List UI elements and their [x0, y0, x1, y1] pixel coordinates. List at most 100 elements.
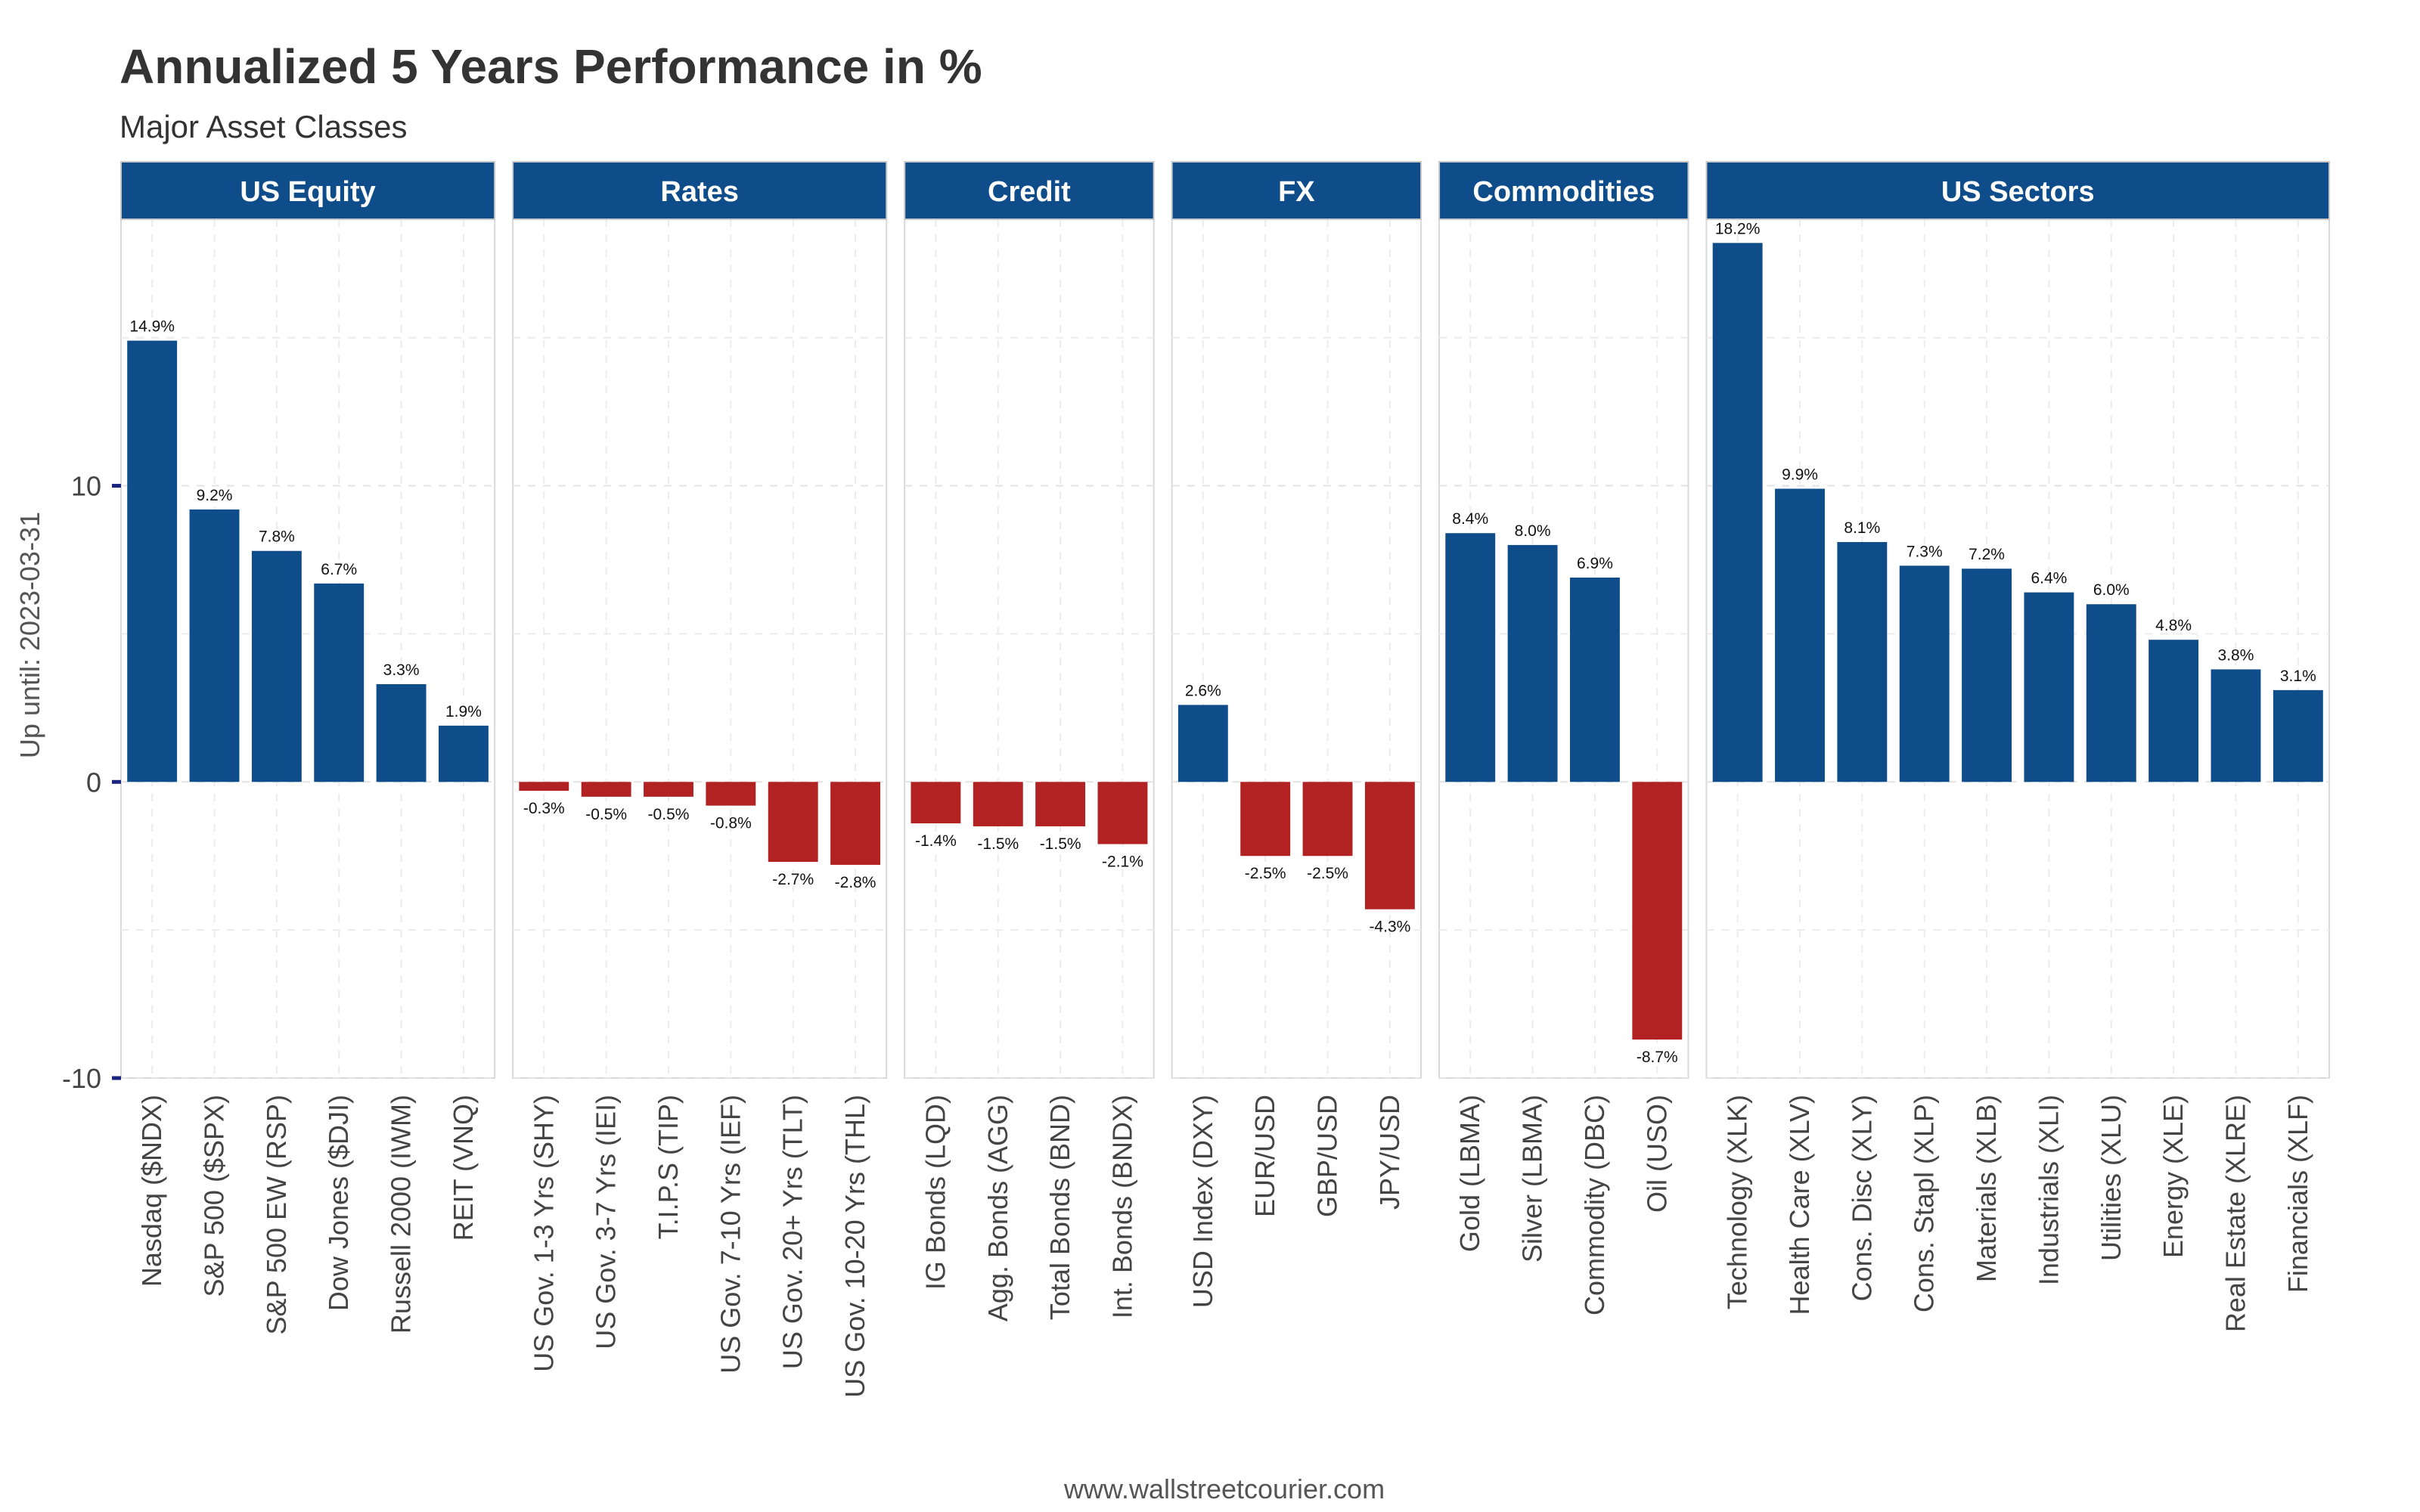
x-tick-label-jpy-usd: JPY/USD — [1374, 1095, 1405, 1210]
data-label-real-estate-xlre: 3.8% — [2218, 646, 2254, 664]
x-tick-label-technology-xlk: Technology (XLK) — [1722, 1095, 1753, 1309]
bar-us-gov-20-yrs-tlt — [768, 782, 818, 863]
x-tick-label-russell-2000-iwm: Russell 2000 (IWM) — [386, 1095, 417, 1334]
bar-reit-vnq — [439, 725, 489, 782]
data-label-t-i-p-s-tip: -0.5% — [648, 806, 690, 823]
x-tick-label-us-gov-7-10-yrs-ief: US Gov. 7-10 Yrs (IEF) — [715, 1095, 746, 1374]
panel-us-equity: US Equity 14.9% Nasdaq ($NDX) 9.2% S&P 500 (… — [120, 161, 496, 1334]
y-tick-label: -10 — [62, 1063, 101, 1094]
bar-us-gov-3-7-yrs-iei — [581, 782, 631, 797]
bar-us-gov-1-3-yrs-shy — [519, 782, 569, 792]
panel-fx: FX 2.6% USD Index (DXY) -2.5% EUR/USD -2.5% GB… — [1171, 161, 1423, 1308]
panel-strip-label: US Equity — [240, 176, 375, 208]
bar-nasdaq-ndx — [127, 340, 178, 782]
x-tick-label-commodity-dbc: Commodity (DBC) — [1579, 1095, 1610, 1315]
data-label-us-gov-20-yrs-tlt: -2.7% — [772, 871, 814, 888]
bar-materials-xlb — [1962, 569, 2012, 782]
bar-silver-lbma — [1507, 544, 1558, 782]
x-tick-label-s-p-500-ew-rsp: S&P 500 EW (RSP) — [261, 1095, 292, 1334]
data-label-total-bonds-bnd: -1.5% — [1040, 835, 1081, 853]
bar-gbp-usd — [1302, 782, 1353, 857]
panel-strip-label: Rates — [660, 176, 739, 208]
bar-cons-stapl-xlp — [1899, 565, 1950, 782]
panel-strip-label: FX — [1278, 176, 1315, 208]
y-axis-label: Up until: 2023-03-31 — [14, 512, 45, 758]
bar-t-i-p-s-tip — [644, 782, 693, 797]
x-tick-label-real-estate-xlre: Real Estate (XLRE) — [2220, 1095, 2251, 1332]
x-tick-label-ig-bonds-lqd: IG Bonds (LQD) — [920, 1095, 951, 1290]
bar-s-p-500-ew-rsp — [251, 550, 302, 782]
x-tick-label-gbp-usd: GBP/USD — [1312, 1095, 1343, 1217]
bar-usd-index-dxy — [1177, 705, 1228, 782]
data-label-us-gov-1-3-yrs-shy: -0.3% — [523, 800, 565, 817]
panel-plot-area — [120, 218, 496, 1079]
data-label-technology-xlk: 18.2% — [1715, 220, 1761, 237]
bar-health-care-xlv — [1775, 488, 1825, 782]
x-tick-label-eur-usd: EUR/USD — [1249, 1095, 1280, 1217]
data-label-us-gov-10-20-yrs-thl: -2.8% — [835, 874, 876, 891]
data-label-industrials-xli: 6.4% — [2031, 570, 2067, 587]
data-label-oil-uso: -8.7% — [1637, 1049, 1678, 1066]
panel-strip-label: US Sectors — [1941, 176, 2095, 208]
panel-strip — [512, 161, 888, 220]
bar-cons-disc-xly — [1837, 541, 1888, 782]
y-tick-label: 10 — [71, 471, 101, 502]
data-label-materials-xlb: 7.2% — [1969, 546, 2005, 563]
data-label-financials-xlf: 3.1% — [2280, 668, 2316, 685]
x-tick-label-us-gov-3-7-yrs-iei: US Gov. 3-7 Yrs (IEI) — [591, 1095, 622, 1349]
y-tick-label: 0 — [86, 767, 101, 798]
bar-technology-xlk — [1712, 243, 1763, 782]
data-label-usd-index-dxy: 2.6% — [1185, 682, 1221, 699]
x-tick-label-dow-jones-dji: Dow Jones ($DJI) — [323, 1095, 354, 1311]
chart-subtitle: Major Asset Classes — [119, 109, 407, 144]
y-axis: -10 0 10 — [62, 471, 121, 1094]
panel-plot-area — [512, 218, 888, 1079]
x-tick-label-utilities-xlu: Utilities (XLU) — [2096, 1095, 2127, 1261]
data-label-us-gov-3-7-yrs-iei: -0.5% — [585, 806, 627, 823]
bar-utilities-xlu — [2086, 604, 2136, 782]
chart-title: Annualized 5 Years Performance in % — [119, 39, 982, 94]
panel-strip — [904, 161, 1155, 220]
data-label-jpy-usd: -4.3% — [1369, 919, 1410, 936]
panel-plot-area — [1171, 218, 1423, 1079]
data-label-cons-stapl-xlp: 7.3% — [1907, 543, 1943, 560]
data-label-energy-xle: 4.8% — [2155, 617, 2192, 634]
data-label-health-care-xlv: 9.9% — [1782, 466, 1818, 483]
data-label-ig-bonds-lqd: -1.4% — [915, 832, 957, 850]
x-tick-label-silver-lbma: Silver (LBMA) — [1517, 1095, 1548, 1263]
panel-strip — [120, 161, 496, 220]
data-label-int-bonds-bndx: -2.1% — [1102, 854, 1143, 871]
data-label-nasdaq-ndx: 14.9% — [129, 318, 175, 336]
panel-strip — [1705, 161, 2331, 220]
x-tick-label-int-bonds-bndx: Int. Bonds (BNDX) — [1106, 1095, 1137, 1318]
panel-us-sectors: US Sectors 18.2% Technology (XLK) 9.9% Healt… — [1705, 161, 2331, 1332]
bar-russell-2000-iwm — [376, 684, 427, 782]
bar-oil-uso — [1632, 782, 1683, 1040]
data-label-s-p-500-ew-rsp: 7.8% — [259, 528, 295, 546]
data-label-gbp-usd: -2.5% — [1307, 865, 1348, 882]
bar-gold-lbma — [1445, 533, 1496, 782]
x-tick-label-total-bonds-bnd: Total Bonds (BND) — [1044, 1095, 1075, 1320]
bar-eur-usd — [1240, 782, 1291, 857]
data-label-us-gov-7-10-yrs-ief: -0.8% — [710, 815, 752, 832]
bar-financials-xlf — [2273, 689, 2323, 782]
panel-commodities: Commodities 8.4% Gold (LBMA) 8.0% Silver (LB… — [1438, 161, 1689, 1315]
x-tick-label-gold-lbma: Gold (LBMA) — [1454, 1095, 1485, 1252]
x-tick-label-cons-disc-xly: Cons. Disc (XLY) — [1846, 1095, 1877, 1301]
bar-ig-bonds-lqd — [911, 782, 961, 824]
x-tick-label-financials-xlf: Financials (XLF) — [2282, 1095, 2313, 1293]
data-label-cons-disc-xly: 8.1% — [1844, 519, 1880, 537]
bar-industrials-xli — [2024, 592, 2074, 782]
panel-strip — [1171, 161, 1423, 220]
x-tick-label-industrials-xli: Industrials (XLI) — [2033, 1095, 2064, 1285]
bar-dow-jones-dji — [314, 583, 365, 782]
bar-jpy-usd — [1364, 782, 1415, 909]
x-tick-label-us-gov-20-yrs-tlt: US Gov. 20+ Yrs (TLT) — [777, 1095, 808, 1369]
panel-plot-area — [904, 218, 1155, 1079]
panel-rates: Rates -0.3% US Gov. 1-3 Yrs (SHY) -0.5% US G… — [512, 161, 888, 1398]
x-tick-label-nasdaq-ndx: Nasdaq ($NDX) — [136, 1095, 167, 1287]
bar-total-bonds-bnd — [1035, 782, 1086, 827]
bar-us-gov-10-20-yrs-thl — [830, 782, 880, 865]
x-tick-label-oil-uso: Oil (USO) — [1641, 1095, 1672, 1213]
